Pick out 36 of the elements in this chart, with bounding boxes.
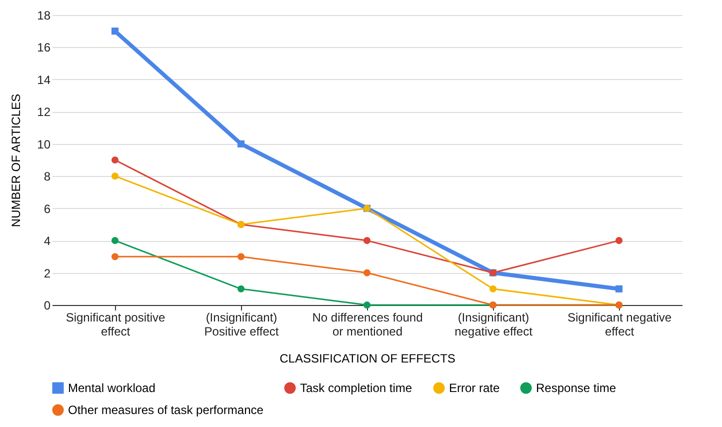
point: [237, 285, 245, 292]
x-tick-label: Significant negative effect: [567, 310, 672, 338]
legend-label: Task completion time: [300, 381, 412, 395]
point: [237, 253, 245, 260]
y-tick-label: 14: [37, 72, 51, 87]
point: [615, 237, 623, 244]
point: [111, 28, 119, 35]
point: [111, 237, 119, 244]
y-tick-label: 6: [44, 202, 51, 216]
x-axis-title: CLASSIFICATION OF EFFECTS: [280, 352, 456, 366]
legend-label: Mental workload: [68, 381, 156, 395]
x-tick-label: No differences found or mentioned: [312, 310, 423, 338]
x-tick-label: (Insignificant) negative effect: [454, 310, 534, 338]
y-tick-label: 8: [44, 170, 51, 184]
point: [111, 156, 119, 164]
y-tick-label: 4: [44, 234, 51, 248]
y-tick-label: 0: [44, 298, 51, 312]
legend-label: Other measures of task performance: [68, 403, 264, 417]
point: [237, 140, 245, 148]
y-tick-label: 10: [37, 137, 51, 152]
y-tick-label: 2: [44, 266, 51, 280]
y-tick-label: 12: [37, 105, 51, 120]
legend-label: Response time: [536, 381, 616, 395]
y-tick-label: 18: [37, 8, 51, 22]
point: [615, 285, 623, 292]
y-axis-title: NUMBER OF ARTICLES: [9, 94, 24, 228]
point: [363, 301, 371, 309]
point: [111, 253, 119, 260]
x-tick-label: (Insignificant) Positive effect: [204, 310, 280, 338]
point: [363, 269, 371, 276]
point: [363, 237, 371, 244]
x-tick-label: Significant positive effect: [66, 310, 166, 338]
y-tick-label: 16: [37, 40, 51, 55]
point: [489, 285, 497, 292]
legend-label: Error rate: [449, 381, 500, 395]
point: [111, 172, 119, 180]
